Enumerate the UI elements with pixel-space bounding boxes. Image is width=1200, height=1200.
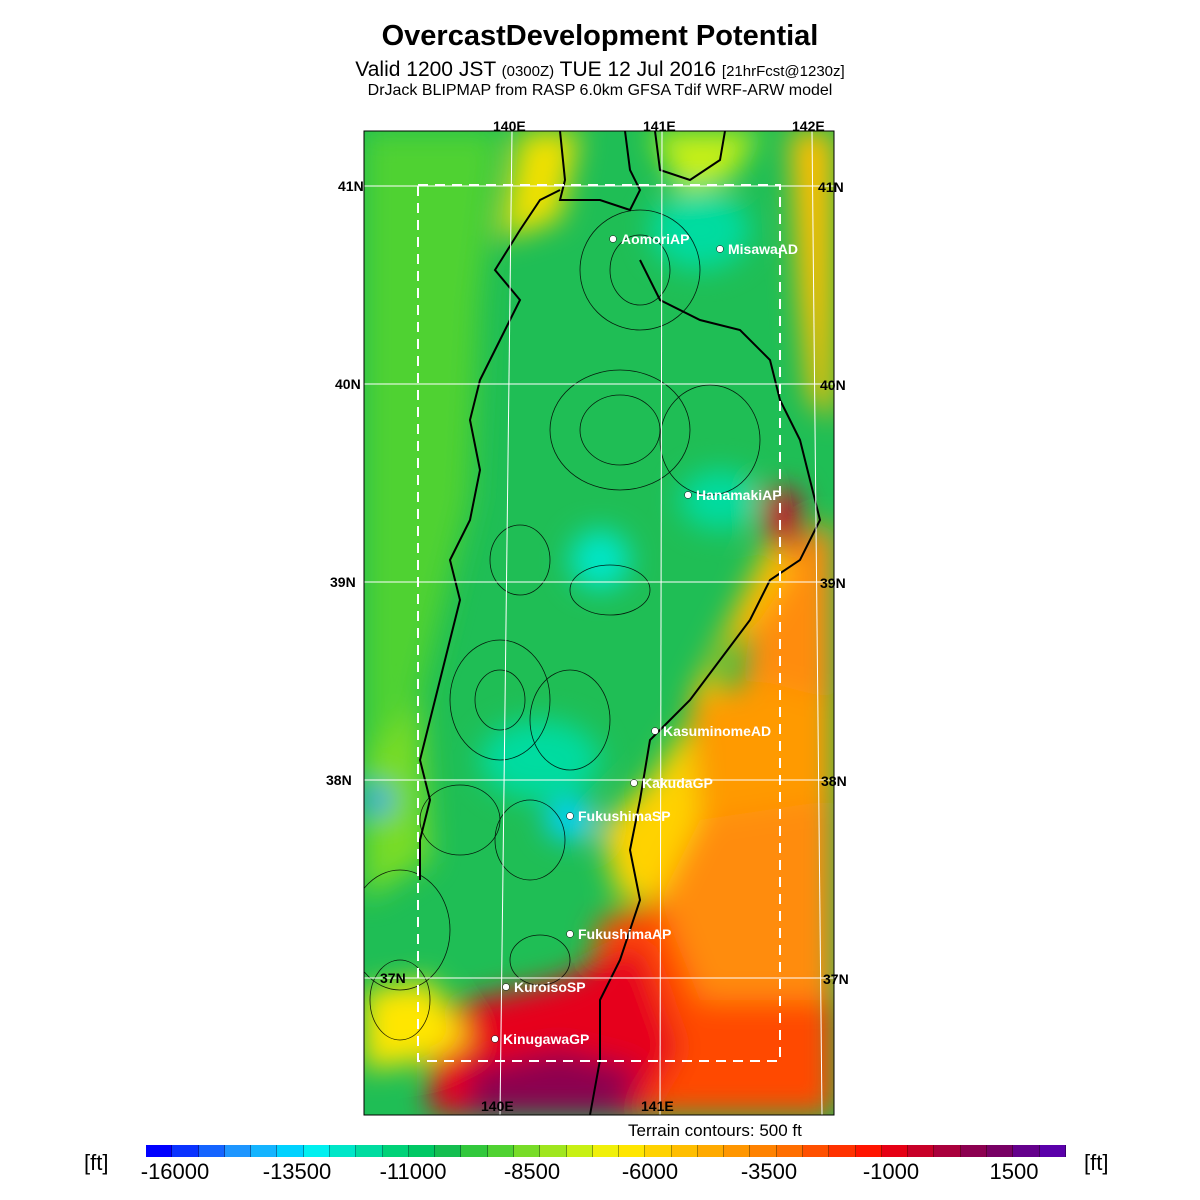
colorbar-swatch xyxy=(697,1145,725,1157)
colorbar-swatch xyxy=(540,1145,567,1157)
colorbar-swatch xyxy=(224,1145,252,1157)
colorbar-swatch xyxy=(881,1145,909,1157)
lat-label-40n-left: 40N xyxy=(335,376,361,392)
map-frame xyxy=(363,130,835,1116)
lat-label-39n-left: 39N xyxy=(330,574,356,590)
station-label-aomori: AomoriAP xyxy=(621,231,690,247)
colorbar-tick: -1000 xyxy=(862,1159,920,1184)
colorbar-tick: 1500 xyxy=(989,1159,1039,1184)
colorbar-swatch xyxy=(829,1145,856,1157)
station-dot-kasuminome xyxy=(651,727,659,735)
forecast-map xyxy=(363,130,835,1116)
colorbar-swatch xyxy=(382,1145,409,1157)
station-dot-misawa xyxy=(716,245,724,253)
lon-label-142e-top: 142E xyxy=(792,118,825,134)
lon-label-140e-bottom: 140E xyxy=(481,1098,514,1114)
colorbar-swatch xyxy=(908,1145,935,1157)
inner-domain-box xyxy=(417,184,781,1062)
station-dot-hanamaki xyxy=(684,491,692,499)
lat-label-39n-right: 39N xyxy=(820,575,846,591)
station-dot-fukushima-ap xyxy=(566,930,574,938)
colorbar-swatch xyxy=(671,1145,698,1157)
colorbar-swatch xyxy=(513,1145,541,1157)
station-dot-kuroiso xyxy=(502,983,510,991)
colorbar-tick: -8500 xyxy=(503,1159,561,1184)
colorbar-tick: -6000 xyxy=(621,1159,679,1184)
colorbar-swatch xyxy=(303,1145,330,1157)
valid-time-subtitle: Valid 1200 JST (0300Z) TUE 12 Jul 2016 [… xyxy=(355,58,845,81)
colorbar-swatch xyxy=(776,1145,804,1157)
lat-label-38n-right: 38N xyxy=(821,773,847,789)
station-label-kinugawa: KinugawaGP xyxy=(503,1031,590,1047)
station-dot-kinugawa xyxy=(491,1035,499,1043)
colorbar-swatch xyxy=(855,1145,882,1157)
colorbar-swatch xyxy=(356,1145,383,1157)
colorbar-tick: -16000 xyxy=(140,1159,210,1184)
colorbar-swatch xyxy=(329,1145,357,1157)
station-label-fukushima-ap: FukushimaAP xyxy=(578,926,672,942)
terrain-contours xyxy=(364,209,761,1041)
colorbar xyxy=(146,1145,1066,1157)
colorbar-swatch xyxy=(172,1145,199,1157)
colorbar-swatch xyxy=(619,1145,646,1157)
lon-label-141e-top: 141E xyxy=(643,118,676,134)
colorbar-swatch xyxy=(435,1145,462,1157)
lat-label-38n-left: 38N xyxy=(326,772,352,788)
lat-label-40n-right: 40N xyxy=(820,377,846,393)
station-dot-kakuda xyxy=(630,779,638,787)
unit-label-left: [ft] xyxy=(84,1150,109,1175)
lon-label-141e-bottom: 141E xyxy=(641,1098,674,1114)
colorbar-swatch xyxy=(198,1145,225,1157)
colorbar-swatch xyxy=(750,1145,777,1157)
lat-label-41n-left: 41N xyxy=(338,178,364,194)
station-label-kakuda: KakudaGP xyxy=(642,775,713,791)
station-label-misawa: MisawaAD xyxy=(728,241,799,257)
colorbar-swatch xyxy=(592,1145,620,1157)
colorbar-swatch xyxy=(987,1145,1014,1157)
color-field xyxy=(364,131,834,1115)
colorbar-swatch xyxy=(461,1145,488,1157)
station-dot-fukushima-sp xyxy=(566,812,574,820)
colorbar-tick: -13500 xyxy=(262,1159,332,1184)
colorbar-swatch xyxy=(645,1145,672,1157)
page-title: OvercastDevelopment Potential xyxy=(381,20,819,52)
colorbar-swatch xyxy=(1039,1145,1066,1157)
colorbar-swatch xyxy=(487,1145,514,1157)
colorbar-swatch xyxy=(277,1145,304,1157)
lat-label-41n-right: 41N xyxy=(818,179,844,195)
colorbar-swatch xyxy=(408,1145,436,1157)
lat-label-37n-right: 37N xyxy=(823,971,849,987)
colorbar-swatch xyxy=(960,1145,987,1157)
colorbar-swatch xyxy=(1013,1145,1040,1157)
colorbar-swatch xyxy=(803,1145,830,1157)
colorbar-swatch xyxy=(146,1145,173,1157)
colorbar-swatch xyxy=(934,1145,961,1157)
station-label-hanamaki: HanamakiAP xyxy=(696,487,782,503)
station-label-fukushima-sp: FukushimaSP xyxy=(578,808,671,824)
station-markers xyxy=(491,235,724,1043)
station-label-kasuminome: KasuminomeAD xyxy=(663,723,772,739)
model-source-line: DrJack BLIPMAP from RASP 6.0km GFSA Tdif… xyxy=(367,82,833,99)
station-dot-aomori xyxy=(609,235,617,243)
station-label-kuroiso: KuroisoSP xyxy=(514,979,586,995)
lon-label-140e-top: 140E xyxy=(493,118,526,134)
colorbar-swatch xyxy=(566,1145,593,1157)
coastline xyxy=(418,130,822,1116)
colorbar-swatch xyxy=(251,1145,278,1157)
lat-label-37n-left: 37N xyxy=(380,970,406,986)
terrain-contour-note: Terrain contours: 500 ft xyxy=(628,1121,802,1140)
colorbar-tick: -3500 xyxy=(740,1159,798,1184)
colorbar-swatch xyxy=(724,1145,751,1157)
unit-label-right: [ft] xyxy=(1084,1150,1109,1175)
colorbar-tick: -11000 xyxy=(379,1159,447,1184)
